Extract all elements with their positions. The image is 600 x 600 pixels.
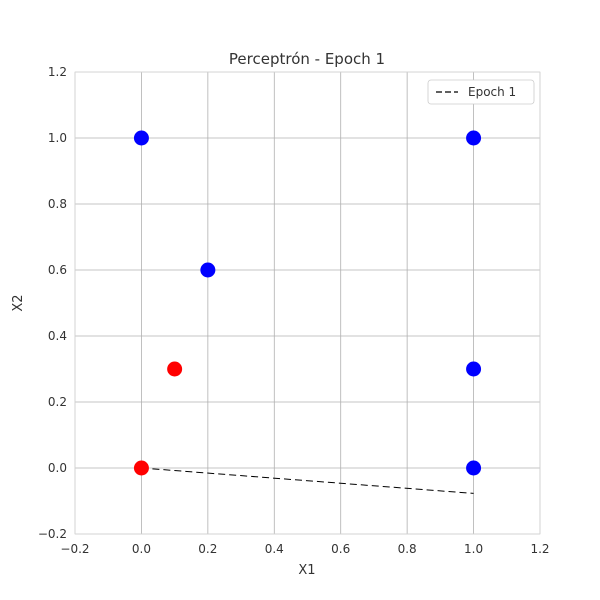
legend-label: Epoch 1 [468,85,516,99]
y-tick-label: 0.6 [48,263,67,277]
decision-boundary-line [141,467,474,494]
data-point [133,130,149,146]
x-tick-label: 0.4 [265,542,284,556]
data-point [466,130,482,146]
y-tick-label: 1.2 [48,65,67,79]
x-tick-label: 1.2 [530,542,549,556]
y-axis-label: X2 [11,294,26,311]
data-point [133,460,149,476]
y-tick-label: 0.4 [48,329,67,343]
x-tick-label: 0.2 [198,542,217,556]
data-point [466,460,482,476]
plot-frame [74,71,541,535]
boundary-lines [141,467,474,494]
x-tick-label: 0.6 [331,542,350,556]
chart-title: Perceptrón - Epoch 1 [229,50,385,68]
y-tick-label: 0.8 [48,197,67,211]
legend-box [427,79,535,105]
y-tick-label: 0.2 [48,395,67,409]
data-point [167,361,183,377]
x-tick-label: 1.0 [464,542,483,556]
x-tick-label: −0.2 [60,542,89,556]
y-axis-ticks: −0.2 0.0 0.2 0.4 0.6 0.8 1.0 1.2 [38,65,67,541]
x-axis-label: X1 [298,563,315,578]
y-tick-label: −0.2 [38,527,67,541]
legend: Epoch 1 [427,79,535,105]
x-tick-label: 0.0 [132,542,151,556]
grid [74,71,541,535]
data-point [200,262,216,278]
x-tick-label: 0.8 [398,542,417,556]
y-tick-label: 0.0 [48,461,67,475]
data-points [133,130,482,476]
x-axis-ticks: −0.2 0.0 0.2 0.4 0.6 0.8 1.0 1.2 [60,542,549,556]
data-point [466,361,482,377]
y-tick-label: 1.0 [48,131,67,145]
